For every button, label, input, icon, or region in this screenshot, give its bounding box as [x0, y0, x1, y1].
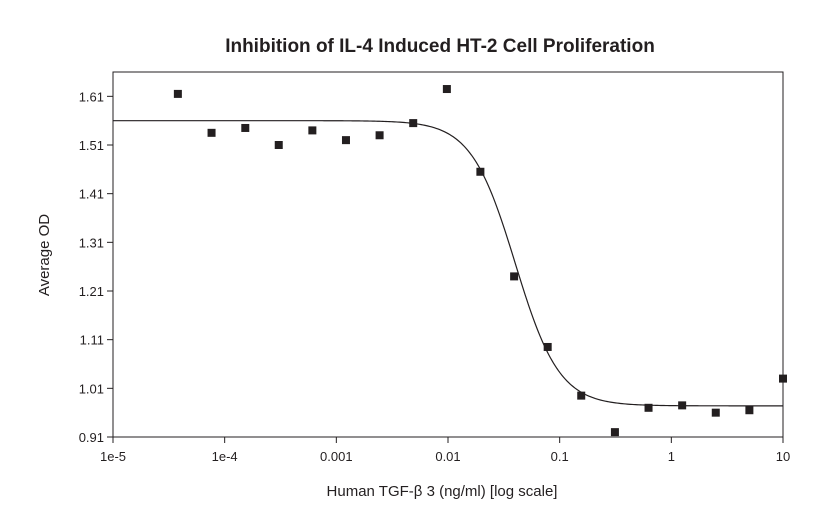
y-tick-label: 0.91 [79, 430, 104, 445]
fit-curve [113, 120, 783, 407]
plot-frame [112, 71, 784, 438]
y-axis: 0.91 1.01 1.11 1.21 1.31 1.41 1.51 1.61 [79, 89, 113, 445]
data-point [409, 119, 418, 128]
chart-title: Inhibition of IL-4 Induced HT-2 Cell Pro… [225, 36, 655, 57]
data-point [543, 342, 552, 351]
x-tick-label: 1 [668, 449, 675, 464]
y-axis-label: Average OD [36, 214, 53, 296]
data-point [476, 167, 485, 176]
data-point [779, 374, 787, 383]
x-axis-label: Human TGF-β 3 (ng/ml) [log scale] [327, 483, 558, 500]
x-tick-label: 1e-5 [100, 449, 126, 464]
data-point [610, 428, 619, 437]
y-tick-label: 1.01 [79, 381, 104, 396]
data-point [510, 272, 519, 281]
y-tick-label: 1.41 [79, 187, 104, 202]
data-point [274, 141, 283, 149]
data-point [577, 391, 586, 400]
data-point [207, 128, 216, 137]
x-axis: 1e-5 1e-4 0.001 0.01 0.1 1 10 [100, 437, 790, 464]
data-point [341, 136, 350, 145]
y-tick-label: 1.31 [79, 235, 104, 250]
data-points [173, 85, 787, 437]
data-point [241, 123, 250, 132]
y-tick-label: 1.61 [79, 89, 104, 104]
data-point [745, 406, 754, 415]
x-tick-label: 0.1 [551, 449, 569, 464]
x-tick-label: 1e-4 [212, 449, 238, 464]
data-point [173, 89, 182, 98]
data-point [308, 126, 317, 135]
y-tick-label: 1.51 [79, 138, 104, 153]
x-tick-label: 0.001 [320, 449, 353, 464]
y-tick-label: 1.11 [80, 333, 104, 348]
data-point [678, 401, 687, 410]
data-point [375, 131, 384, 140]
data-point [644, 403, 653, 412]
data-point [442, 85, 451, 94]
fit-line [113, 120, 783, 407]
data-point [711, 408, 720, 417]
x-tick-label: 0.01 [435, 449, 460, 464]
x-tick-label: 10 [776, 449, 790, 464]
y-tick-label: 1.21 [79, 284, 104, 299]
